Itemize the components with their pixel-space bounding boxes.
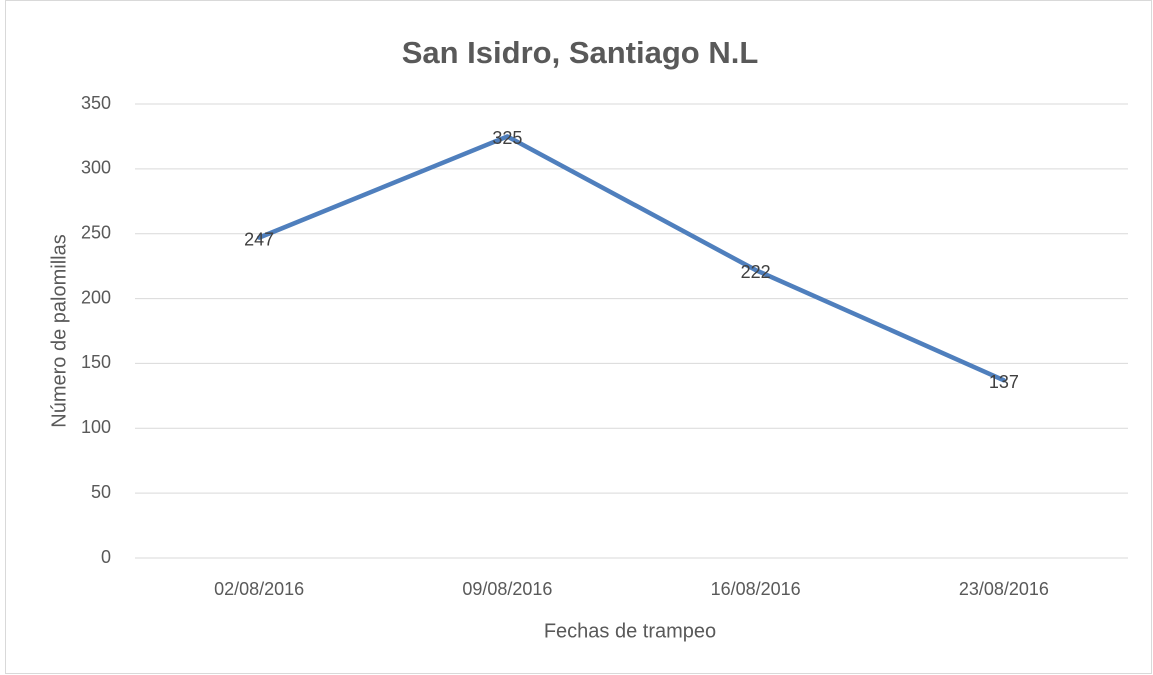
x-tick-label: 16/08/2016 — [711, 579, 801, 599]
x-tick-label: 09/08/2016 — [462, 579, 552, 599]
y-tick-label: 50 — [91, 482, 111, 502]
chart-border — [5, 0, 1152, 674]
y-tick-label: 300 — [81, 158, 111, 178]
y-tick-label: 250 — [81, 222, 111, 242]
y-axis-label: Número de palomillas — [48, 234, 70, 427]
x-axis-label: Fechas de trampeo — [544, 620, 716, 642]
y-tick-label: 350 — [81, 93, 111, 113]
y-tick-label: 100 — [81, 417, 111, 437]
data-label: 222 — [741, 262, 771, 282]
y-tick-label: 200 — [81, 287, 111, 307]
data-label: 137 — [989, 372, 1019, 392]
chart-title: San Isidro, Santiago N.L — [402, 35, 759, 70]
y-tick-label: 150 — [81, 352, 111, 372]
line — [256, 134, 1007, 383]
y-tick-label: 0 — [101, 547, 111, 567]
data-label: 325 — [492, 128, 522, 148]
data-label: 247 — [244, 229, 274, 249]
x-tick-label: 23/08/2016 — [959, 579, 1049, 599]
x-tick-label: 02/08/2016 — [214, 579, 304, 599]
